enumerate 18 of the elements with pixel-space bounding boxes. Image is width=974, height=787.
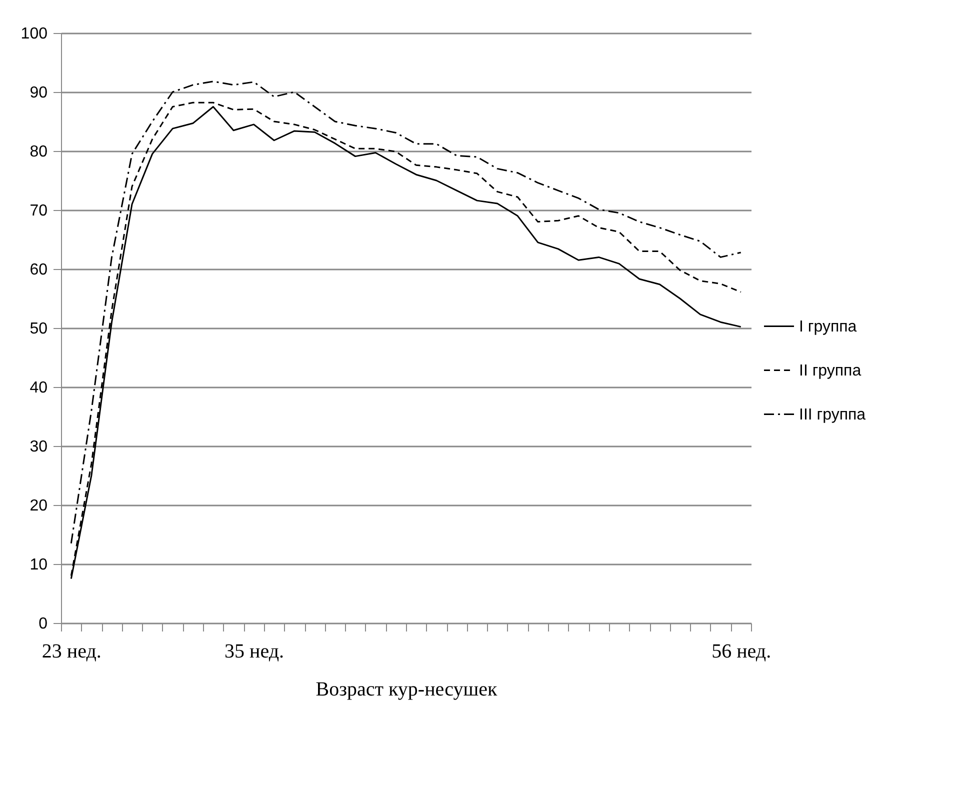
- y-tick-label: 100: [20, 26, 48, 42]
- legend-label: III группа: [799, 406, 866, 424]
- y-tick-label: 50: [30, 320, 48, 338]
- y-tick-label: 70: [30, 202, 48, 220]
- y-tick-label: 0: [38, 616, 48, 632]
- y-tick-label: 10: [30, 556, 48, 574]
- y-tick-label: 80: [30, 144, 48, 160]
- legend-label: II группа: [799, 362, 862, 380]
- y-tick-label: 30: [30, 438, 48, 456]
- x-tick-label: 56 нед.: [712, 640, 772, 662]
- y-tick-label: 90: [30, 84, 48, 102]
- y-tick-label: 20: [30, 498, 48, 514]
- x-tick-label: 23 нед.: [42, 640, 102, 662]
- legend-label: I группа: [799, 318, 857, 336]
- y-tick-label: 40: [30, 380, 48, 396]
- y-tick-label: 60: [30, 262, 48, 278]
- x-axis-title: Возраст кур-несушек: [316, 678, 498, 700]
- x-tick-label: 35 нед.: [224, 640, 284, 662]
